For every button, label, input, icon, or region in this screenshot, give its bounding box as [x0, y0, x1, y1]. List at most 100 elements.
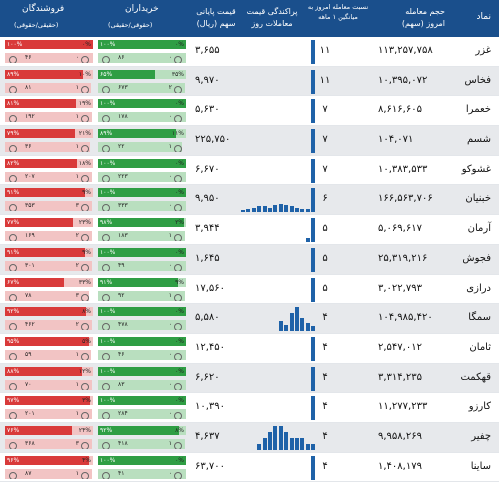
- legal-count: ۳: [75, 291, 79, 299]
- price-distribution-chart: [241, 307, 317, 332]
- col-sellers-header: فروشندگان: [22, 4, 65, 14]
- real-count: ۴۶: [118, 350, 125, 358]
- table-row[interactable]: چفیر ۹,۹۵۸,۲۶۹ ۴ ۴,۶۳۷ ۹۲% ۸% ۴۱۸ ۱ ۷۶% ۲۴% ۳۶۸ ۳: [0, 422, 499, 453]
- table-row[interactable]: فخاس ۱۰,۳۹۵,۰۷۲ ۱۱ ۹,۹۷۰ ۶۵% ۳۵% ۶۷۳ ۲ ۸۹% ۱۰% ۸۱ ۱: [0, 66, 499, 97]
- count-split-bar: ۴۱۸ ۱: [98, 438, 186, 449]
- legal-volume-segment: [85, 247, 93, 257]
- symbol-cell[interactable]: چفیر: [471, 430, 491, 442]
- distribution-bar: [295, 307, 299, 332]
- person-icon: [102, 471, 110, 479]
- col-buyers-header: خریداران: [125, 4, 159, 14]
- table-row[interactable]: غشوکو ۱۰,۳۸۳,۵۳۳ ۷ ۶,۶۷۰ ۱۰۰% ۰% ۲۲۳ ۰ ۸۲% ۱۸% ۲۰۷…: [0, 156, 499, 186]
- person-icon: [9, 263, 17, 271]
- real-count: ۴۶۲: [25, 321, 35, 329]
- price-distribution-chart: [241, 40, 317, 64]
- symbol-cell[interactable]: خعمرا: [465, 104, 491, 116]
- symbol-cell[interactable]: غزر: [475, 45, 491, 56]
- real-volume-segment: [98, 425, 179, 435]
- distribution-bar: [284, 205, 289, 213]
- col-dist-header: پراکندگی قیمت معاملات روز: [246, 7, 298, 28]
- symbol-cell[interactable]: درازی: [466, 282, 491, 294]
- table-row[interactable]: شسم ۱۰۴,۰۷۱ ۷ ۲۲۵,۷۵۰ ۸۹% ۱۱% ۲۲ ۱ ۷۹% ۲۱% ۳۶ ۱: [0, 126, 499, 156]
- buyers-cell: ۱۰۰% ۰% ۲۸۴ ۰: [98, 395, 186, 421]
- table-row[interactable]: کارزو ۱۱,۲۷۷,۲۳۳ ۴ ۱۰,۳۹۰ ۱۰۰% ۰% ۲۸۴ ۰ ۹۷% ۳% ۲۰۱…: [0, 393, 499, 423]
- table-row[interactable]: فجوش ۲۵,۳۱۹,۲۱۶ ۵ ۱,۶۴۵ ۱۰۰% ۰% ۴۹ ۰ ۹۱% ۹% ۳۰۱ ۲: [0, 244, 499, 275]
- price-distribution-chart: [241, 129, 317, 154]
- symbol-cell[interactable]: آرمان: [467, 223, 491, 235]
- volume-split-bar: ۱۰۰% ۰%: [98, 99, 186, 109]
- symbol-cell[interactable]: غشوکو: [461, 163, 491, 175]
- distribution-bar: [295, 437, 299, 450]
- distribution-bar: [311, 129, 316, 154]
- count-split-bar: ۱۷۸ ۰: [98, 112, 186, 123]
- legal-count: ۰: [168, 261, 172, 269]
- legal-volume-segment: [71, 425, 93, 435]
- table-row[interactable]: ثامان ۲,۵۴۷,۰۱۲ ۴ ۱۲,۴۵۰ ۱۰۰% ۰% ۴۶ ۰ ۹۵% ۵% ۵۹ ۱: [0, 334, 499, 364]
- building-icon: [81, 234, 89, 242]
- real-count-segment: [98, 201, 186, 212]
- building-icon: [174, 234, 182, 242]
- symbol-cell[interactable]: ساینا: [470, 460, 491, 472]
- closing-price-cell: ۱,۶۴۵: [195, 252, 220, 264]
- volume-split-bar: ۹۱% ۹%: [5, 247, 93, 257]
- real-count-segment: [98, 171, 186, 182]
- real-count-segment: [5, 53, 93, 63]
- volume-split-bar: ۹۷% ۳%: [5, 396, 93, 406]
- real-count: ۷۰: [25, 380, 32, 388]
- legal-volume-pct: ۱۱%: [171, 130, 184, 138]
- volume-cell: ۸,۶۱۶,۶۰۵: [378, 104, 422, 116]
- symbol-cell[interactable]: قهکمت: [460, 371, 491, 383]
- volume-split-bar: ۱۰۰% ۰%: [98, 247, 186, 257]
- table-row[interactable]: غزر ۱۱۳,۲۵۷,۷۵۸ ۱۱ ۳,۶۵۵ ۱۰۰% ۰% ۸۶ ۰ ۱۰۰% ۰% ۴۶ ۰: [0, 37, 499, 67]
- distribution-bar: [311, 325, 316, 332]
- count-split-bar: ۸۱ ۱: [5, 82, 93, 93]
- sellers-cell: ۷۹% ۲۱% ۳۶ ۱: [5, 128, 93, 154]
- real-volume-pct: ۱۰۰%: [100, 367, 116, 375]
- price-distribution-chart: [241, 277, 317, 302]
- legal-count: ۰: [168, 172, 172, 180]
- real-count-segment: [98, 320, 186, 331]
- distribution-bar: [257, 443, 262, 450]
- volume-cell: ۱۱,۲۷۷,۲۳۳: [378, 401, 428, 413]
- legal-count: ۰: [75, 54, 79, 61]
- legal-volume-segment: [82, 366, 93, 376]
- building-icon: [81, 352, 89, 360]
- distribution-bar: [278, 320, 283, 332]
- distribution-bar: [278, 204, 283, 213]
- buyers-cell: ۶۵% ۳۵% ۶۷۳ ۲: [98, 69, 186, 95]
- table-row[interactable]: قهکمت ۳,۳۱۴,۲۳۵ ۴ ۶,۶۲۰ ۱۰۰% ۰% ۸۳ ۰ ۸۸% ۱۲% ۷۰ ۱: [0, 363, 499, 394]
- table-row[interactable]: خبنیان ۱۶۶,۵۶۳,۷۰۶ ۶ ۹,۹۵۰ ۱۰۰% ۰% ۳۳۳ ۰ ۹۱% ۹% ۳۵…: [0, 185, 499, 216]
- distribution-bar: [305, 238, 310, 243]
- real-count-segment: [5, 290, 90, 301]
- real-volume-pct: ۹۱%: [7, 248, 20, 256]
- buyers-cell: ۱۰۰% ۰% ۴۹ ۰: [98, 247, 186, 273]
- symbol-cell[interactable]: خبنیان: [465, 193, 491, 205]
- ratio-cell: ۱۱: [319, 45, 331, 56]
- table-row[interactable]: سمگا ۱۰۴,۹۸۵,۴۲۰ ۴ ۵,۵۸۰ ۱۰۰% ۰% ۴۷۸ ۰ ۹۲% ۸% ۴۶۲ ۲: [0, 304, 499, 334]
- real-count-segment: [5, 349, 92, 360]
- sellers-cell: ۹۶% ۴% ۸۷ ۱: [5, 455, 93, 481]
- count-split-bar: ۳۰۱ ۲: [5, 260, 93, 271]
- symbol-cell[interactable]: سمگا: [468, 312, 491, 324]
- count-split-bar: ۳۵۳ ۳: [5, 201, 93, 212]
- legal-volume-pct: ۵%: [82, 337, 91, 345]
- real-count-segment: [5, 379, 93, 390]
- closing-price-cell: ۹,۹۷۰: [195, 74, 220, 86]
- table-row[interactable]: آرمان ۵,۰۶۹,۶۱۷ ۵ ۳,۹۴۴ ۹۸% ۲% ۱۸۳ ۱ ۷۷% ۲۳% ۱۶۹ ۲: [0, 215, 499, 245]
- symbol-cell[interactable]: شسم: [467, 134, 491, 146]
- symbol-cell[interactable]: ثامان: [469, 341, 491, 353]
- legal-volume-pct: ۰%: [175, 308, 184, 316]
- volume-split-bar: ۱۰۰% ۰%: [98, 336, 186, 346]
- legal-count: ۲: [75, 232, 79, 240]
- distribution-bar: [311, 366, 316, 391]
- symbol-cell[interactable]: فخاس: [464, 74, 492, 86]
- table-row[interactable]: خعمرا ۸,۶۱۶,۶۰۵ ۷ ۵,۶۳۰ ۱۰۰% ۰% ۱۷۸ ۰ ۸۱% ۱۹% ۱۹۲ ۱: [0, 96, 499, 127]
- col-volume-header: حجم معامله امروز (سهم): [401, 7, 445, 28]
- ratio-cell: ۶: [322, 193, 328, 205]
- table-row[interactable]: درازی ۳,۰۲۲,۷۹۳ ۵ ۱۷,۵۶۰ ۹۱% ۹% ۹۲ ۱ ۶۷% ۳۳% ۷۸ ۳: [0, 275, 499, 305]
- table-row[interactable]: ساینا ۱,۴۰۸,۱۷۹ ۴ ۶۳,۷۰۰ ۱۰۰% ۰% ۴۱ ۰ ۹۶% ۴% ۸۷ ۱: [0, 453, 499, 482]
- symbol-cell[interactable]: فجوش: [462, 252, 491, 264]
- building-icon: [174, 145, 182, 153]
- ratio-cell: ۵: [322, 282, 328, 294]
- symbol-cell[interactable]: کارزو: [468, 401, 491, 413]
